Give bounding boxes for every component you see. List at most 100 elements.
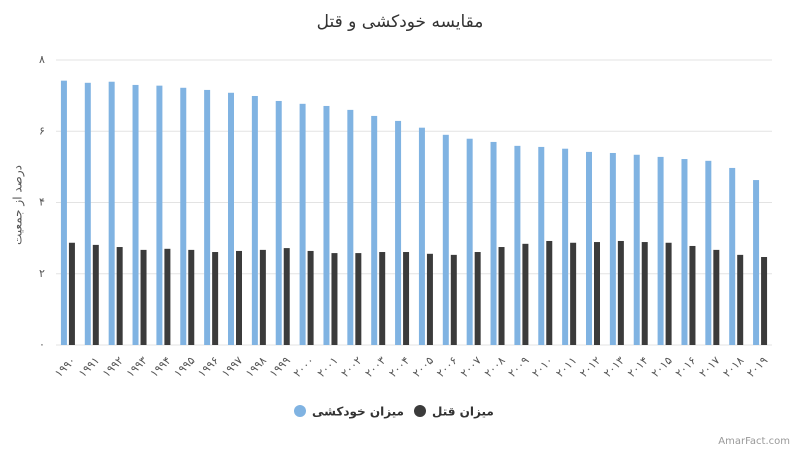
x-tick-label: ۲۰۱۵ — [649, 354, 675, 380]
x-tick-label: ۱۹۹۴ — [148, 354, 174, 380]
bar — [594, 242, 600, 345]
x-tick-label: ۲۰۱۰ — [530, 354, 556, 380]
bar — [116, 247, 123, 345]
x-tick-label: ۱۹۹۹ — [267, 354, 293, 380]
bar — [331, 253, 338, 345]
bar — [418, 127, 425, 345]
bar — [657, 156, 664, 345]
x-tick-label: ۲۰۰۳ — [363, 354, 389, 380]
bar — [275, 100, 282, 345]
x-tick-label: ۲۰۰۲ — [339, 354, 365, 380]
bar — [426, 253, 433, 345]
x-tick-label: ۲۰۱۸ — [721, 354, 747, 380]
bar — [729, 167, 736, 345]
x-tick-label: ۱۹۹۷ — [219, 354, 245, 380]
bar — [538, 146, 545, 345]
legend-label: میزان خودکشی — [312, 405, 404, 420]
x-tick-label: ۲۰۰۰ — [291, 354, 317, 380]
bar — [442, 134, 449, 345]
bar — [108, 81, 115, 345]
bar — [132, 84, 139, 345]
bar — [299, 103, 306, 345]
x-tick-label: ۲۰۰۱ — [315, 354, 341, 380]
bar — [228, 92, 234, 346]
bar — [450, 254, 457, 345]
bar — [562, 148, 569, 345]
bar — [204, 89, 211, 345]
x-tick-label: ۲۰۱۱ — [553, 354, 579, 380]
bar — [68, 242, 75, 345]
bar — [283, 248, 290, 345]
x-tick-label: ۲۰۱۹ — [744, 354, 770, 380]
bar — [570, 242, 577, 345]
bar — [251, 95, 258, 345]
bar — [180, 87, 187, 345]
bar — [347, 109, 354, 345]
legend-marker — [414, 405, 426, 417]
watermark: AmarFact.com — [718, 436, 790, 447]
bar — [617, 240, 624, 345]
x-tick-label: ۲۰۰۷ — [458, 354, 484, 380]
x-tick-label: ۲۰۱۳ — [601, 354, 627, 380]
bar — [466, 138, 473, 345]
bar — [474, 252, 481, 345]
bar — [681, 159, 688, 345]
bar — [259, 249, 266, 345]
bar — [705, 160, 712, 345]
chart-title: مقایسه خودکشی و قتل — [317, 12, 484, 32]
bar — [498, 247, 505, 345]
bar — [522, 243, 529, 345]
x-tick-label: ۱۹۹۵ — [172, 354, 198, 380]
bar — [323, 105, 330, 345]
y-axis-label: درصد از جمعیت — [11, 165, 26, 245]
bar — [609, 152, 616, 345]
x-tick-label: ۱۹۹۰ — [52, 354, 78, 380]
x-tick-label: ۱۹۹۲ — [100, 354, 126, 380]
x-tick-label: ۲۰۰۵ — [410, 354, 436, 380]
bar — [586, 151, 592, 345]
legend-label: میزان قتل — [432, 405, 494, 419]
bar — [761, 257, 768, 345]
bar — [307, 250, 314, 345]
bar — [753, 180, 760, 345]
bar — [371, 115, 378, 346]
x-tick-label: ۲۰۰۴ — [386, 354, 412, 380]
bar — [514, 145, 521, 345]
bar — [395, 120, 402, 345]
bar — [665, 242, 672, 345]
bar — [490, 141, 497, 345]
x-tick-label: ۱۹۹۶ — [195, 354, 221, 380]
bar — [689, 245, 696, 345]
bar — [633, 154, 640, 345]
bar — [379, 252, 386, 345]
bar — [355, 253, 362, 345]
bar — [164, 248, 171, 345]
x-tick-label: ۱۹۹۱ — [76, 354, 102, 380]
x-tick-label: ۲۰۱۲ — [577, 354, 603, 380]
y-tick-label: ۶ — [39, 124, 45, 137]
bar — [546, 240, 553, 345]
bar — [156, 85, 163, 346]
x-tick-label: ۲۰۰۹ — [506, 354, 532, 380]
bar — [140, 249, 147, 345]
x-tick-label: ۲۰۱۴ — [625, 354, 651, 380]
x-tick-label: ۱۹۹۸ — [243, 354, 269, 380]
y-tick-label: ۸ — [39, 53, 45, 66]
y-tick-label: ۲ — [39, 267, 45, 280]
bar — [641, 242, 648, 345]
x-tick-label: ۲۰۰۶ — [434, 354, 460, 380]
x-tick-label: ۲۰۱۷ — [697, 354, 723, 380]
bar — [236, 250, 242, 345]
bar — [737, 254, 744, 345]
bar — [188, 249, 195, 345]
x-tick-label: ۱۹۹۳ — [124, 354, 150, 380]
bar — [84, 82, 91, 346]
bar — [92, 244, 99, 345]
x-tick-label: ۲۰۱۶ — [673, 354, 699, 380]
y-tick-label: ۰ — [39, 338, 45, 351]
legend-marker — [294, 405, 306, 417]
bar — [713, 249, 720, 345]
bar — [60, 80, 67, 345]
bar — [212, 252, 219, 345]
